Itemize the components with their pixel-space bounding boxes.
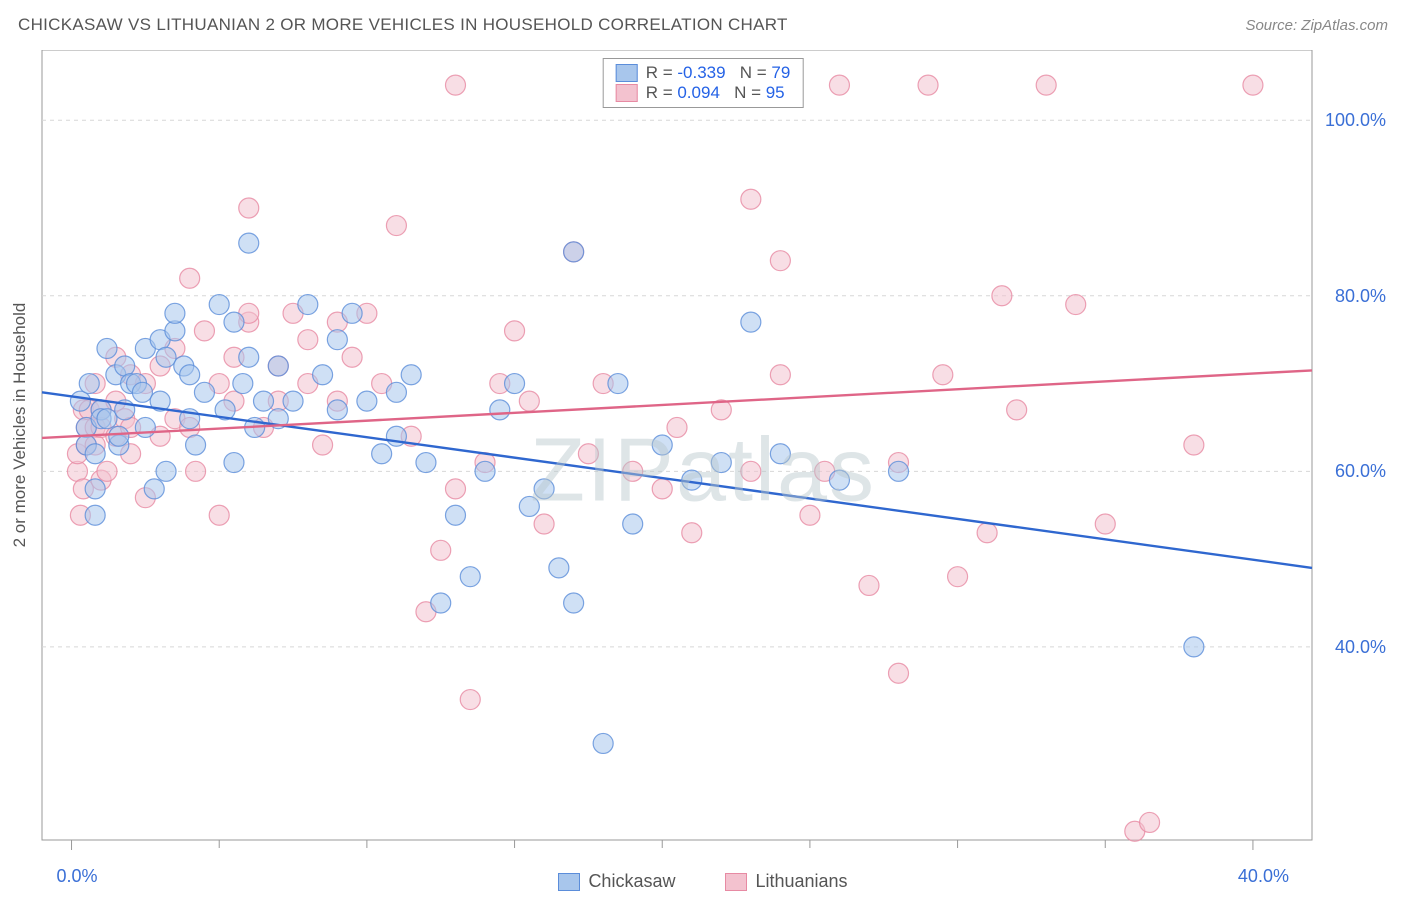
series-legend: Chickasaw Lithuanians [0,871,1406,892]
y-tick-label: 80.0% [1335,286,1386,307]
source-attribution: Source: ZipAtlas.com [1245,17,1388,34]
legend-item: Chickasaw [558,871,675,892]
y-tick-label: 40.0% [1335,637,1386,658]
scatter-plot [0,50,1406,892]
series-swatch [616,84,638,102]
header-bar: CHICKASAW VS LITHUANIAN 2 OR MORE VEHICL… [0,0,1406,50]
series-swatch [616,64,638,82]
chart-area: 2 or more Vehicles in Household ZIPatlas… [0,50,1406,892]
stats-text: R = -0.339 N = 79 [646,63,791,83]
legend-item: Lithuanians [725,871,847,892]
stats-text: R = 0.094 N = 95 [646,83,785,103]
legend-swatch [725,873,747,891]
stats-row: R = -0.339 N = 79 [616,63,791,83]
legend-swatch [558,873,580,891]
legend-label: Lithuanians [755,871,847,892]
y-tick-label: 60.0% [1335,461,1386,482]
legend-label: Chickasaw [588,871,675,892]
y-axis-label: 2 or more Vehicles in Household [10,145,30,705]
correlation-stats-box: R = -0.339 N = 79R = 0.094 N = 95 [603,58,804,108]
stats-row: R = 0.094 N = 95 [616,83,791,103]
y-tick-label: 100.0% [1325,110,1386,131]
chart-title: CHICKASAW VS LITHUANIAN 2 OR MORE VEHICL… [18,15,788,35]
